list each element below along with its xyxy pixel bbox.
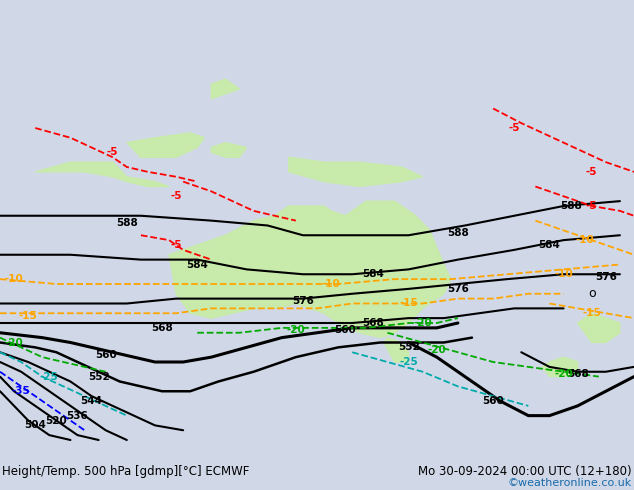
- Text: 536: 536: [67, 411, 88, 420]
- Polygon shape: [578, 313, 620, 343]
- Text: -20: -20: [413, 318, 432, 328]
- Text: 584: 584: [363, 269, 384, 279]
- Text: Height/Temp. 500 hPa [gdmp][°C] ECMWF: Height/Temp. 500 hPa [gdmp][°C] ECMWF: [2, 465, 249, 478]
- Polygon shape: [543, 357, 578, 377]
- Text: 584: 584: [186, 260, 208, 270]
- Polygon shape: [169, 201, 451, 338]
- Text: 552: 552: [87, 371, 110, 382]
- Text: 588: 588: [116, 218, 138, 228]
- Text: -5: -5: [586, 201, 597, 211]
- Text: -20: -20: [427, 345, 446, 355]
- Polygon shape: [384, 338, 408, 362]
- Text: Mo 30-09-2024 00:00 UTC (12+180): Mo 30-09-2024 00:00 UTC (12+180): [418, 465, 632, 478]
- Text: -35: -35: [12, 386, 30, 396]
- Text: -25: -25: [399, 357, 418, 367]
- Polygon shape: [211, 143, 247, 157]
- Polygon shape: [36, 162, 127, 177]
- Text: -5: -5: [171, 240, 182, 250]
- Text: -5: -5: [586, 167, 597, 177]
- Polygon shape: [289, 157, 423, 187]
- Text: -20: -20: [287, 325, 305, 335]
- Text: ©weatheronline.co.uk: ©weatheronline.co.uk: [508, 478, 632, 488]
- Text: 588: 588: [560, 201, 581, 211]
- Polygon shape: [113, 177, 169, 187]
- Text: -10: -10: [575, 235, 594, 245]
- Text: -10: -10: [321, 279, 340, 289]
- Text: -5: -5: [107, 147, 119, 157]
- Text: -15: -15: [19, 311, 37, 320]
- Text: 568: 568: [151, 323, 173, 333]
- Text: 520: 520: [46, 416, 67, 425]
- Text: 588: 588: [447, 228, 469, 238]
- Text: 544: 544: [81, 396, 103, 406]
- Text: -20: -20: [554, 369, 573, 379]
- Text: -15: -15: [399, 298, 418, 309]
- Text: 568: 568: [363, 318, 384, 328]
- Text: -5: -5: [171, 191, 182, 201]
- Text: -20: -20: [4, 338, 23, 347]
- Text: 560: 560: [95, 350, 117, 360]
- Text: 552: 552: [398, 343, 420, 352]
- Text: 576: 576: [292, 296, 314, 306]
- Polygon shape: [127, 133, 204, 157]
- Text: -15: -15: [583, 308, 601, 318]
- Text: 584: 584: [538, 240, 560, 250]
- Text: 576: 576: [447, 284, 469, 294]
- Text: -25: -25: [40, 371, 59, 382]
- Text: 560: 560: [334, 325, 356, 335]
- Polygon shape: [211, 79, 240, 99]
- Text: -10: -10: [4, 274, 23, 284]
- Text: 568: 568: [567, 369, 588, 379]
- Text: -5: -5: [508, 123, 520, 133]
- Text: 560: 560: [482, 396, 504, 406]
- Text: -10: -10: [554, 269, 573, 279]
- Text: o: o: [588, 287, 595, 300]
- Text: 576: 576: [595, 271, 617, 282]
- Text: 504: 504: [24, 420, 46, 430]
